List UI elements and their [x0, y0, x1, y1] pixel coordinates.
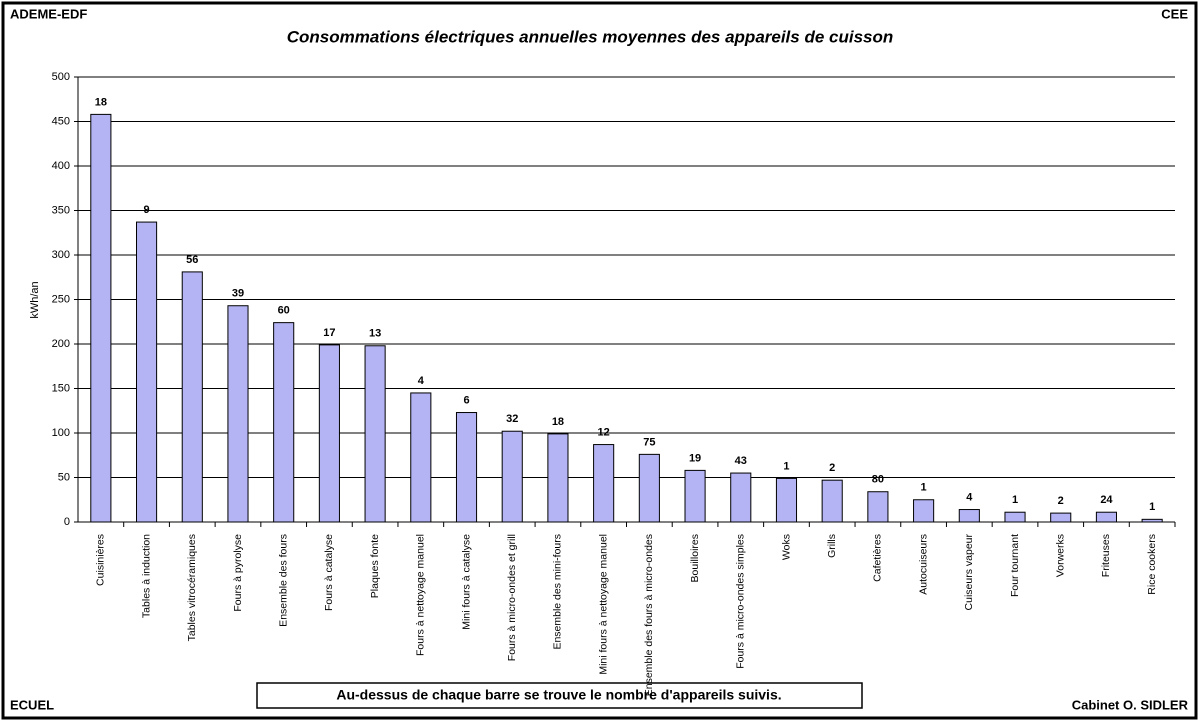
appliance-count: 56 [186, 254, 198, 266]
bar [593, 444, 615, 523]
x-tick-label: Mini fours à catalyse [460, 534, 472, 630]
bar [867, 491, 889, 523]
appliance-count: 18 [95, 96, 107, 108]
appliance-count: 1 [1149, 501, 1155, 513]
bar [181, 271, 203, 523]
appliance-count: 4 [966, 491, 973, 503]
appliance-count: 9 [144, 204, 150, 216]
footnote-box [256, 682, 863, 709]
x-tick-label: Tables vitrocéramiques [186, 534, 198, 641]
bar [273, 322, 295, 523]
y-tick-label: 0 [64, 516, 70, 528]
y-tick-label: 500 [52, 71, 70, 83]
appliance-count: 6 [463, 394, 469, 406]
appliance-count: 1 [783, 460, 789, 472]
bar [90, 113, 112, 523]
x-tick-label: Fours à pyrolyse [232, 534, 244, 612]
y-tick-label: 350 [52, 204, 70, 216]
chart-title: Consommations électriques annuelles moye… [287, 27, 894, 46]
bar [913, 499, 935, 523]
x-tick-label: Woks [780, 534, 792, 560]
x-tick-label: Cafetières [872, 534, 884, 582]
x-tick-label: Vorwerks [1055, 534, 1067, 577]
bar [684, 469, 706, 523]
x-tick-label: Bouilloires [689, 534, 701, 582]
x-tick-label: Ensemble des fours [277, 534, 289, 627]
bar [364, 345, 386, 523]
x-tick-label: Mini fours à nettoyage manuel [597, 534, 609, 675]
x-tick-label: Plaques fonte [369, 534, 381, 598]
y-tick-label: 450 [52, 115, 70, 127]
appliance-count: 1 [921, 482, 927, 494]
y-tick-label: 250 [52, 293, 70, 305]
appliance-count: 39 [232, 288, 244, 300]
bar [501, 430, 523, 523]
appliance-count: 1 [1012, 494, 1018, 506]
appliance-count: 2 [1058, 495, 1064, 507]
corner-label: ADEME-EDF [10, 6, 87, 21]
appliance-count: 13 [369, 328, 381, 340]
footnote: Au-dessus de chaque barre se trouve le n… [336, 687, 781, 703]
bar [410, 392, 432, 523]
appliance-count: 80 [872, 474, 884, 486]
appliance-count: 60 [278, 305, 290, 317]
appliance-count: 12 [598, 426, 610, 438]
bar [318, 344, 340, 523]
appliance-count: 43 [735, 455, 747, 467]
bar [1141, 518, 1163, 523]
corner-label: ECUEL [10, 697, 54, 712]
y-tick-label: 150 [52, 382, 70, 394]
y-tick-label: 50 [58, 471, 70, 483]
bar [547, 433, 569, 523]
appliance-count: 32 [506, 413, 518, 425]
x-tick-label: Ensemble des mini-fours [552, 534, 564, 650]
bar [1095, 511, 1117, 523]
x-tick-label: Friteuses [1100, 534, 1112, 577]
bar [958, 509, 980, 523]
appliance-count: 2 [829, 462, 835, 474]
bar [1050, 512, 1072, 523]
bar [227, 305, 249, 523]
appliance-count: 75 [643, 436, 655, 448]
x-tick-label: Fours à catalyse [323, 534, 335, 611]
y-tick-label: 200 [52, 338, 70, 350]
y-tick-label: 400 [52, 160, 70, 172]
bar [821, 479, 843, 523]
x-tick-label: Cuiseurs vapeur [963, 533, 975, 610]
x-tick-label: Cuisinières [95, 534, 107, 586]
x-tick-label: Four tournant [1009, 534, 1021, 597]
bar [730, 472, 752, 523]
bar [136, 221, 158, 523]
x-tick-label: Ensemble des fours à micro-ondes [643, 534, 655, 696]
x-tick-label: Fours à micro-ondes et grill [506, 534, 518, 661]
appliance-count: 19 [689, 452, 701, 464]
x-tick-label: Fours à micro-ondes simples [735, 534, 747, 669]
bar [638, 453, 660, 523]
y-axis-label: kWh/an [29, 281, 41, 318]
y-tick-label: 100 [52, 427, 70, 439]
x-tick-label: Autocuiseurs [917, 534, 929, 595]
appliance-count: 24 [1100, 494, 1113, 506]
appliance-count: 17 [323, 327, 335, 339]
corner-label: Cabinet O. SIDLER [1072, 697, 1189, 712]
appliance-count: 18 [552, 416, 564, 428]
bar [775, 477, 798, 523]
corner-label: CEE [1161, 6, 1188, 21]
x-tick-label: Fours à nettoyage manuel [415, 534, 427, 656]
bar [1004, 511, 1026, 523]
y-tick-label: 300 [52, 249, 70, 261]
appliance-count: 4 [418, 375, 425, 387]
x-tick-label: Tables à induction [140, 534, 152, 618]
x-tick-label: Rice cookers [1146, 534, 1158, 595]
x-tick-label: Grills [826, 534, 838, 558]
bar [455, 412, 478, 523]
